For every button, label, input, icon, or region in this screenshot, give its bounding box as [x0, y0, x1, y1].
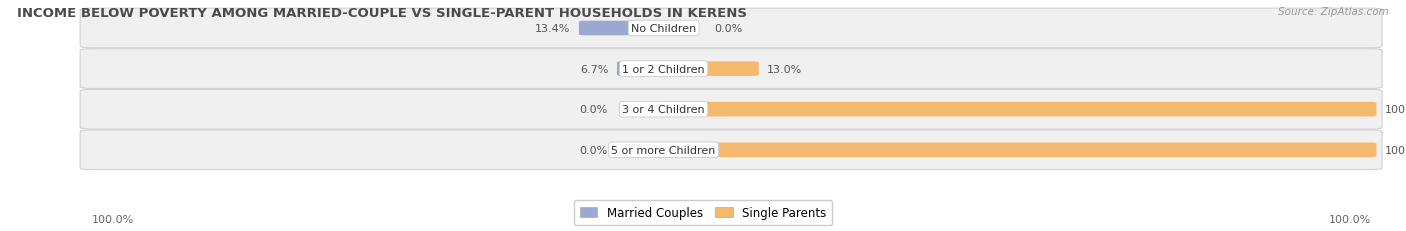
Text: 100.0%: 100.0%	[1385, 105, 1406, 115]
Text: 0.0%: 0.0%	[579, 145, 607, 155]
Text: 100.0%: 100.0%	[1385, 145, 1406, 155]
FancyBboxPatch shape	[80, 90, 1382, 129]
FancyBboxPatch shape	[80, 9, 1382, 49]
FancyBboxPatch shape	[655, 62, 759, 76]
Text: 3 or 4 Children: 3 or 4 Children	[623, 105, 704, 115]
Text: 100.0%: 100.0%	[1329, 214, 1371, 225]
Text: 1 or 2 Children: 1 or 2 Children	[623, 64, 704, 74]
FancyBboxPatch shape	[80, 50, 1382, 89]
Text: 5 or more Children: 5 or more Children	[612, 145, 716, 155]
Text: No Children: No Children	[631, 24, 696, 34]
Text: 13.0%: 13.0%	[768, 64, 803, 74]
FancyBboxPatch shape	[631, 143, 665, 157]
FancyBboxPatch shape	[579, 21, 666, 36]
Text: 6.7%: 6.7%	[581, 64, 609, 74]
Text: 0.0%: 0.0%	[714, 24, 742, 34]
FancyBboxPatch shape	[655, 103, 1376, 117]
Text: 0.0%: 0.0%	[579, 105, 607, 115]
Text: 100.0%: 100.0%	[91, 214, 134, 225]
FancyBboxPatch shape	[655, 143, 1376, 157]
FancyBboxPatch shape	[80, 130, 1382, 170]
FancyBboxPatch shape	[617, 62, 666, 76]
Legend: Married Couples, Single Parents: Married Couples, Single Parents	[574, 201, 832, 225]
Text: INCOME BELOW POVERTY AMONG MARRIED-COUPLE VS SINGLE-PARENT HOUSEHOLDS IN KERENS: INCOME BELOW POVERTY AMONG MARRIED-COUPL…	[17, 7, 747, 20]
FancyBboxPatch shape	[631, 103, 665, 117]
Text: Source: ZipAtlas.com: Source: ZipAtlas.com	[1278, 7, 1389, 17]
FancyBboxPatch shape	[657, 22, 690, 36]
Text: 13.4%: 13.4%	[536, 24, 571, 34]
